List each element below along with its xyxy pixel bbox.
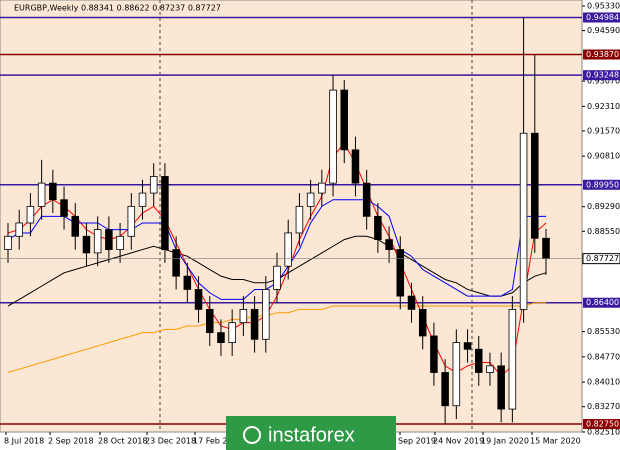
candle-body bbox=[71, 215, 80, 237]
candle-body bbox=[396, 249, 405, 297]
price-tag bbox=[582, 253, 620, 265]
candle-body bbox=[407, 295, 416, 310]
candle-body bbox=[217, 332, 225, 344]
level-label: 0.82750 bbox=[586, 420, 619, 429]
candle-body bbox=[430, 335, 438, 373]
level-label: 0.89950 bbox=[586, 180, 619, 189]
level-label: 0.94984 bbox=[586, 13, 619, 22]
plot-area bbox=[0, 0, 583, 433]
y-tick-label: 0.84010 bbox=[587, 378, 620, 387]
candle-body bbox=[486, 365, 494, 373]
candle-body bbox=[362, 182, 371, 217]
candle-body bbox=[306, 192, 315, 207]
x-tick-label: 28 Oct 2018 bbox=[98, 437, 147, 446]
y-tick-label: 0.92310 bbox=[587, 102, 620, 111]
level-tag bbox=[583, 12, 620, 23]
candle-body bbox=[374, 215, 382, 241]
candle-body bbox=[441, 372, 449, 407]
candle-body bbox=[385, 239, 393, 250]
candle-body bbox=[295, 205, 304, 234]
candle-body bbox=[37, 182, 46, 207]
candle-body bbox=[161, 176, 169, 250]
y-tick-label: 0.85530 bbox=[587, 327, 620, 336]
candle-body bbox=[262, 289, 270, 340]
y-tick-label: 0.82510 bbox=[587, 428, 620, 437]
candle-body bbox=[205, 308, 214, 334]
y-tick-label: 0.84770 bbox=[587, 352, 620, 361]
level-label: 0.93248 bbox=[586, 71, 619, 80]
x-tick-label: 23 Dec 2018 bbox=[145, 437, 196, 446]
candle-body bbox=[15, 222, 23, 237]
x-tick-label: 8 Jul 2018 bbox=[4, 437, 44, 446]
candle-body bbox=[463, 342, 472, 350]
candle-body bbox=[239, 308, 248, 324]
candle-body bbox=[26, 205, 35, 224]
candle-body bbox=[273, 265, 281, 290]
candle-body bbox=[105, 229, 113, 250]
x-tick-label: 19 Jan 2020 bbox=[481, 437, 529, 446]
x-tick-label: 17 Feb 2019 bbox=[193, 437, 243, 446]
candle-body bbox=[194, 289, 203, 310]
candle-body bbox=[497, 365, 505, 410]
y-tick-label: 0.93070 bbox=[587, 77, 620, 86]
x-tick-label: 15 Mar 2020 bbox=[530, 437, 581, 446]
level-tag bbox=[583, 419, 620, 430]
chart-title: EURGBP,Weekly 0.88341 0.88622 0.87237 0.… bbox=[14, 4, 221, 13]
candle-body bbox=[127, 205, 136, 237]
candle-body bbox=[183, 275, 192, 290]
level-tag bbox=[583, 297, 620, 308]
candle-body bbox=[82, 235, 91, 254]
x-tick-label: Sep 2019 bbox=[398, 437, 436, 446]
level-tag bbox=[583, 70, 620, 81]
candle-body bbox=[340, 89, 349, 151]
watermark-box bbox=[226, 416, 396, 450]
x-tick-label: 2 Sep 2018 bbox=[48, 437, 94, 446]
indicator-line bbox=[7, 302, 546, 373]
candle-body bbox=[519, 132, 528, 310]
candle-body bbox=[49, 182, 57, 201]
candle-body bbox=[138, 192, 147, 207]
candle-body bbox=[351, 149, 360, 184]
candle-body bbox=[93, 229, 102, 254]
price-label: 0.87727 bbox=[586, 254, 619, 263]
y-tick-label: 0.90810 bbox=[587, 152, 620, 161]
candle-body bbox=[149, 176, 158, 194]
candle-body bbox=[329, 89, 337, 184]
candle-body bbox=[228, 322, 236, 344]
level-tag bbox=[583, 49, 620, 60]
candle-body bbox=[474, 348, 483, 373]
level-label: 0.86400 bbox=[586, 298, 619, 307]
level-label: 0.93870 bbox=[586, 50, 619, 59]
y-tick-label: 0.88550 bbox=[587, 227, 620, 236]
candle-body bbox=[284, 232, 292, 267]
y-tick-label: 0.95330 bbox=[587, 2, 620, 11]
y-tick-label: 0.91570 bbox=[587, 126, 620, 135]
y-tick-label: 0.89290 bbox=[587, 202, 620, 211]
candle-body bbox=[4, 235, 12, 250]
x-tick-label: 24 Nov 2019 bbox=[433, 437, 484, 446]
candle-body bbox=[250, 308, 259, 340]
watermark-logo bbox=[243, 426, 261, 444]
candle-body bbox=[418, 308, 427, 337]
candle-body bbox=[531, 132, 539, 239]
candle-body bbox=[452, 342, 461, 407]
candle-body bbox=[318, 182, 326, 194]
candle-body bbox=[172, 249, 180, 277]
candle-body bbox=[116, 235, 124, 250]
watermark: instaforex bbox=[268, 424, 355, 446]
candle-body bbox=[542, 237, 550, 259]
y-tick-label: 0.94590 bbox=[587, 26, 620, 35]
level-tag bbox=[583, 179, 620, 190]
y-tick-label: 0.83270 bbox=[587, 402, 620, 411]
candle-body bbox=[508, 308, 517, 410]
candle-body bbox=[60, 199, 68, 217]
